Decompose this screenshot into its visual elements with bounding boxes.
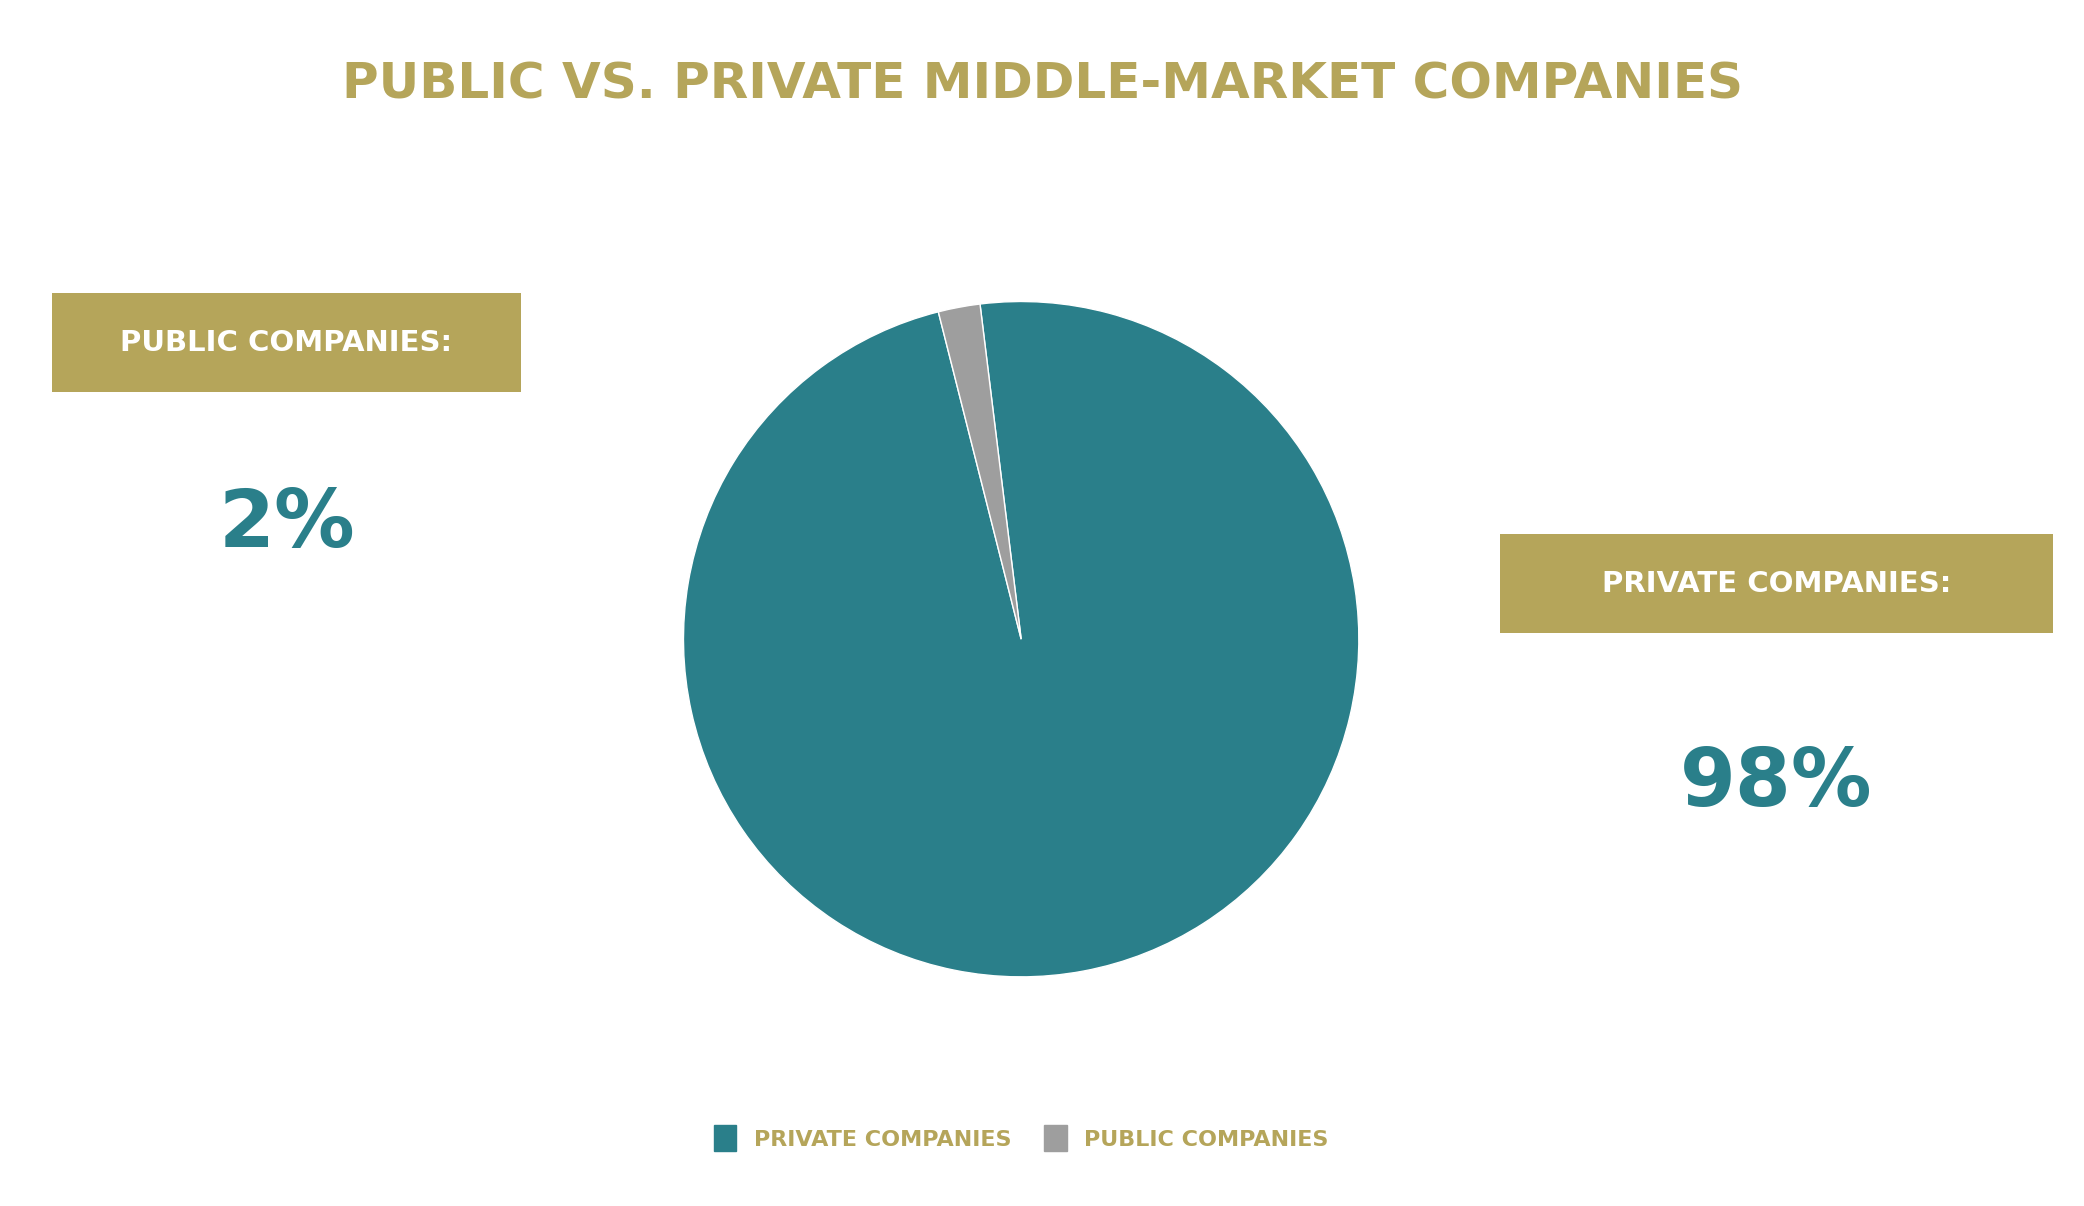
Text: PRIVATE COMPANIES:: PRIVATE COMPANIES:	[1603, 569, 1951, 598]
Wedge shape	[938, 304, 1021, 639]
Wedge shape	[684, 302, 1359, 977]
Text: PUBLIC VS. PRIVATE MIDDLE-MARKET COMPANIES: PUBLIC VS. PRIVATE MIDDLE-MARKET COMPANI…	[342, 60, 1742, 109]
Text: PUBLIC COMPANIES:: PUBLIC COMPANIES:	[121, 328, 452, 357]
Text: 2%: 2%	[219, 486, 354, 563]
FancyBboxPatch shape	[1500, 534, 2053, 633]
FancyBboxPatch shape	[52, 293, 521, 392]
Text: 98%: 98%	[1680, 745, 1874, 822]
Legend: PRIVATE COMPANIES, PUBLIC COMPANIES: PRIVATE COMPANIES, PUBLIC COMPANIES	[704, 1117, 1338, 1160]
